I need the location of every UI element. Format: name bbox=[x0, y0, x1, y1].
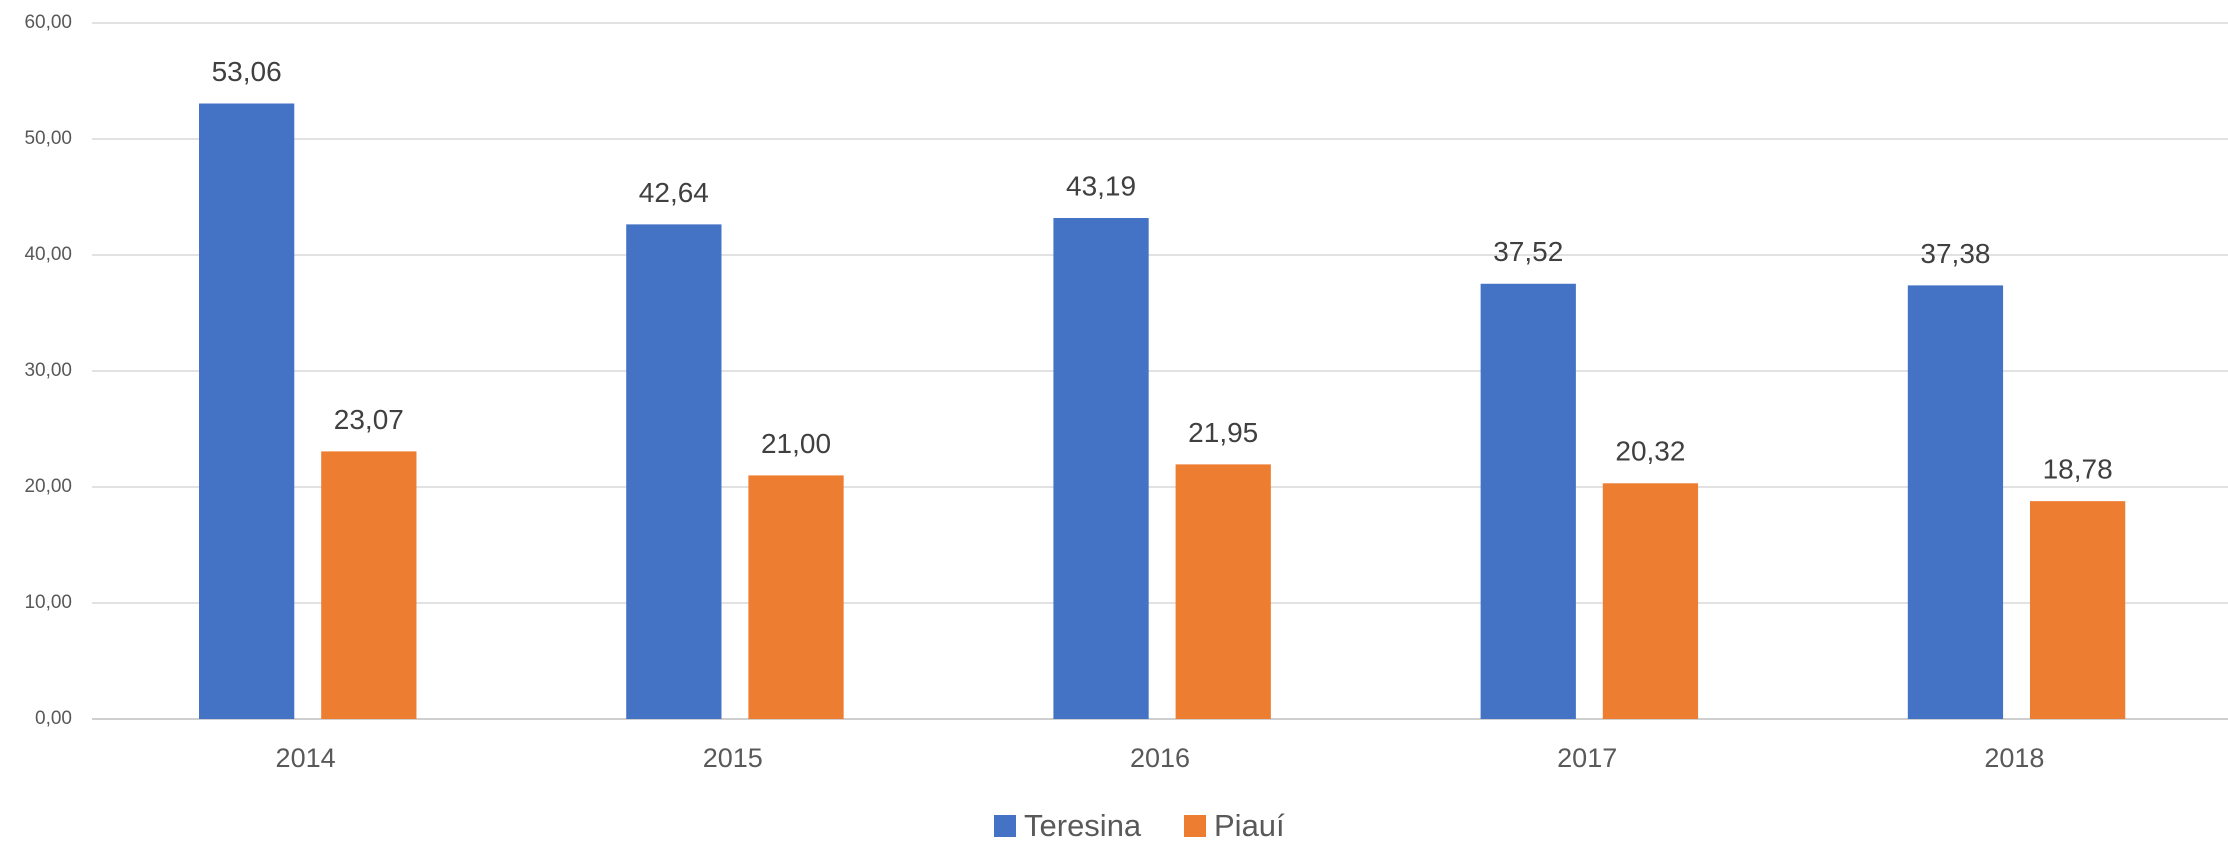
value-label: 37,38 bbox=[1920, 238, 1990, 269]
y-tick-label: 0,00 bbox=[35, 708, 72, 729]
legend-label: Teresina bbox=[1024, 808, 1142, 842]
y-tick-label: 50,00 bbox=[24, 128, 72, 149]
value-label: 42,64 bbox=[639, 177, 709, 208]
bar bbox=[1175, 464, 1271, 719]
value-label: 43,19 bbox=[1066, 170, 1136, 201]
y-tick-label: 20,00 bbox=[24, 476, 72, 497]
y-tick-label: 40,00 bbox=[24, 244, 72, 265]
x-tick-label: 2014 bbox=[276, 743, 336, 773]
bar bbox=[626, 224, 722, 719]
y-tick-label: 10,00 bbox=[24, 592, 72, 613]
bar bbox=[1480, 283, 1576, 719]
bar bbox=[1053, 217, 1149, 719]
value-label: 20,32 bbox=[1615, 436, 1685, 467]
value-label: 37,52 bbox=[1493, 236, 1563, 267]
value-label: 53,06 bbox=[212, 56, 282, 87]
legend-swatch bbox=[1184, 815, 1206, 837]
bar bbox=[2029, 501, 2126, 719]
bar bbox=[748, 475, 844, 719]
y-tick-label: 30,00 bbox=[24, 360, 72, 381]
legend-swatch bbox=[994, 815, 1016, 837]
bar bbox=[1602, 483, 1699, 719]
value-label: 21,00 bbox=[761, 428, 831, 459]
x-tick-label: 2017 bbox=[1557, 743, 1617, 773]
x-tick-label: 2016 bbox=[1130, 743, 1190, 773]
x-tick-label: 2018 bbox=[1984, 743, 2044, 773]
bar bbox=[321, 451, 417, 719]
bar bbox=[1907, 285, 2004, 719]
value-label: 18,78 bbox=[2043, 454, 2113, 485]
bar bbox=[199, 103, 295, 719]
legend-label: Piauí bbox=[1214, 808, 1285, 842]
x-tick-label: 2015 bbox=[703, 743, 763, 773]
value-label: 21,95 bbox=[1188, 417, 1258, 448]
y-tick-label: 60,00 bbox=[24, 12, 72, 33]
value-label: 23,07 bbox=[334, 404, 404, 435]
